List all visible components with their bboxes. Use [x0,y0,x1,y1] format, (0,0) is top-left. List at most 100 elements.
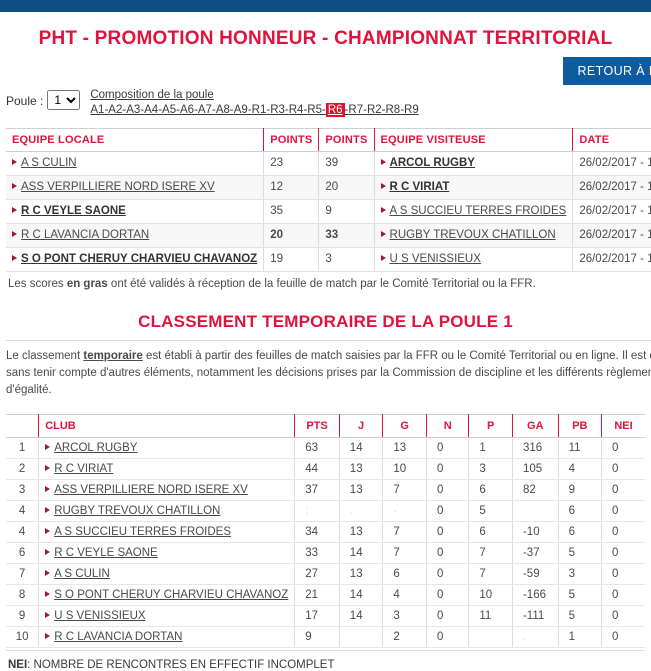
bullet-triangle-icon [45,611,51,618]
rounds-separator: - [284,104,289,117]
standings-club-link[interactable]: R C VEYLE SAONE [54,546,158,559]
standings-nei: 0 [601,563,645,585]
match-date: 26/02/2017 - 15:00 [572,175,651,200]
standings-club-link[interactable]: A S CULIN [54,567,110,580]
standings-club-link[interactable]: U S VENISSIEUX [54,609,146,622]
standings-club-link[interactable]: RUGBY TREVOUX CHATILLON [54,504,221,517]
away-team-cell: RUGBY TREVOUX CHATILLON [373,223,573,248]
col-points-home: POINTS [263,128,319,152]
standings-rank: 7 [6,563,39,585]
standings-g: 7 [382,542,427,564]
standings-pb: 5 [557,542,602,564]
round-link-r9[interactable]: R9 [404,104,419,117]
col-equipe-visiteuse: EQUIPE VISITEUSE [373,128,573,152]
standings-ga: -59 [511,563,559,585]
round-link-r8[interactable]: R8 [385,104,401,117]
standings-club-link[interactable]: ARCOL RUGBY [54,441,138,454]
round-link-r7[interactable]: R7 [348,104,364,117]
home-team-link[interactable]: R C LAVANCIA DORTAN [21,229,150,242]
match-row: ASS VERPILLIERE NORD ISERE XV 12 20 R C VIR… [6,175,651,200]
col-points-away: POINTS [318,128,375,152]
standings-n: 0 [426,542,469,564]
standings-p: 10 [468,584,513,606]
matches-section: EQUIPE LOCALE POINTS POINTS EQUIPE VISIT… [0,127,651,290]
home-team-cell: A S CULIN [6,151,264,176]
home-team-link[interactable]: ASS VERPILLIERE NORD ISERE XV [21,181,215,194]
standings-row: 4 RUGBY TREVOUX CHATILLON:. -0 5 6 0 [6,500,645,522]
home-team-link[interactable]: A S CULIN [21,157,77,170]
round-link-a7[interactable]: A7 [197,104,212,117]
standings-g: 6 [382,563,427,585]
standings-pb: 11 [557,437,602,459]
standings-row: 10 R C LAVANCIA DORTAN 9 2 0. 1 0 [6,626,645,648]
rounds-separator: - [266,104,271,117]
standings-pb: 1 [557,626,602,648]
standings-pts: 33 [294,542,340,564]
standings-club-cell: S O PONT CHERUY CHARVIEU CHAVANOZ [38,584,295,606]
round-link-r5[interactable]: R5 [307,104,322,117]
standings-club-link[interactable]: R C LAVANCIA DORTAN [54,630,183,643]
standings-pb: 6 [557,500,602,522]
poule-select[interactable]: 1 [47,90,81,110]
standings-j: 14 [338,605,383,627]
standings-j: 14 [338,584,383,606]
standings-title: CLASSEMENT TEMPORAIRE DE LA POULE 1 [138,311,513,331]
standings-ga: 105 [511,458,559,480]
home-points: 19 [263,247,319,272]
retour-a-la-button[interactable]: RETOUR À LA [563,57,651,85]
poule-label: Poule : [6,94,44,108]
round-link-a9[interactable]: A9 [233,104,248,117]
standings-rank: 10 [6,626,39,648]
round-link-a6[interactable]: A6 [179,104,195,117]
round-link-r2[interactable]: R2 [366,104,382,117]
away-team-link[interactable]: ARCOL RUGBY [389,157,475,170]
match-row: R C VEYLE SAONE 35 9 A S SUCCIEU TERRES FRO… [6,199,651,224]
col-ga: GA [511,414,559,438]
round-link-a4[interactable]: A4 [144,104,159,117]
standings-n: 0 [426,605,469,627]
round-link-a2[interactable]: A2 [108,104,123,117]
rounds-separator: - [303,104,308,117]
standings-n: 0 [426,626,469,648]
round-link-r3[interactable]: R3 [270,104,285,117]
match-date: 26/02/2017 - 15:00 [572,151,651,176]
bullet-triangle-icon [380,207,386,214]
standings-club-cell: A S CULIN [38,563,295,585]
away-team-link[interactable]: A S SUCCIEU TERRES FROIDES [389,205,567,218]
composition-de-la-poule-link[interactable]: Composition de la poule [90,89,214,101]
col-nei: NEI [601,414,645,438]
away-points: 9 [318,199,375,224]
home-team-link[interactable]: S O PONT CHERUY CHARVIEU CHAVANOZ [21,253,258,266]
round-link-a3[interactable]: A3 [126,104,141,117]
standings-club-link[interactable]: ASS VERPILLIERE NORD ISERE XV [54,483,248,496]
standings-j: 13 [338,563,383,585]
round-link-r6[interactable]: R6 [325,103,345,118]
standings-rank: 9 [6,605,39,627]
match-row: S O PONT CHERUY CHARVIEU CHAVANOZ 19 3 U S … [6,247,651,272]
bullet-triangle-icon [45,569,51,576]
home-points: 20 [263,223,319,248]
away-team-link[interactable]: U S VENISSIEUX [389,253,481,266]
round-link-a1[interactable]: A1 [90,104,105,117]
standings-club-link[interactable]: R C VIRIAT [54,462,114,475]
away-team-link[interactable]: R C VIRIAT [389,181,450,194]
round-link-r1[interactable]: R1 [251,104,267,117]
standings-p: 1 [468,437,513,459]
home-team-cell: S O PONT CHERUY CHARVIEU CHAVANOZ [6,247,264,272]
rounds-separator: - [229,104,234,117]
round-link-a5[interactable]: A5 [162,104,177,117]
standings-club-link[interactable]: A S SUCCIEU TERRES FROIDES [54,525,231,538]
standings-club-cell: ARCOL RUGBY [38,437,295,459]
rounds-separator: - [400,104,405,117]
standings-p: 6 [468,521,513,543]
away-team-link[interactable]: RUGBY TREVOUX CHATILLON [389,229,556,242]
standings-nei: 0 [601,500,645,522]
standings-club-link[interactable]: S O PONT CHERUY CHARVIEU CHAVANOZ [54,588,289,601]
home-team-link[interactable]: R C VEYLE SAONE [21,205,126,218]
home-points: 23 [263,151,319,176]
round-link-r4[interactable]: R4 [288,104,304,117]
round-link-a8[interactable]: A8 [215,104,230,117]
standings-ga: -10 [511,521,559,543]
